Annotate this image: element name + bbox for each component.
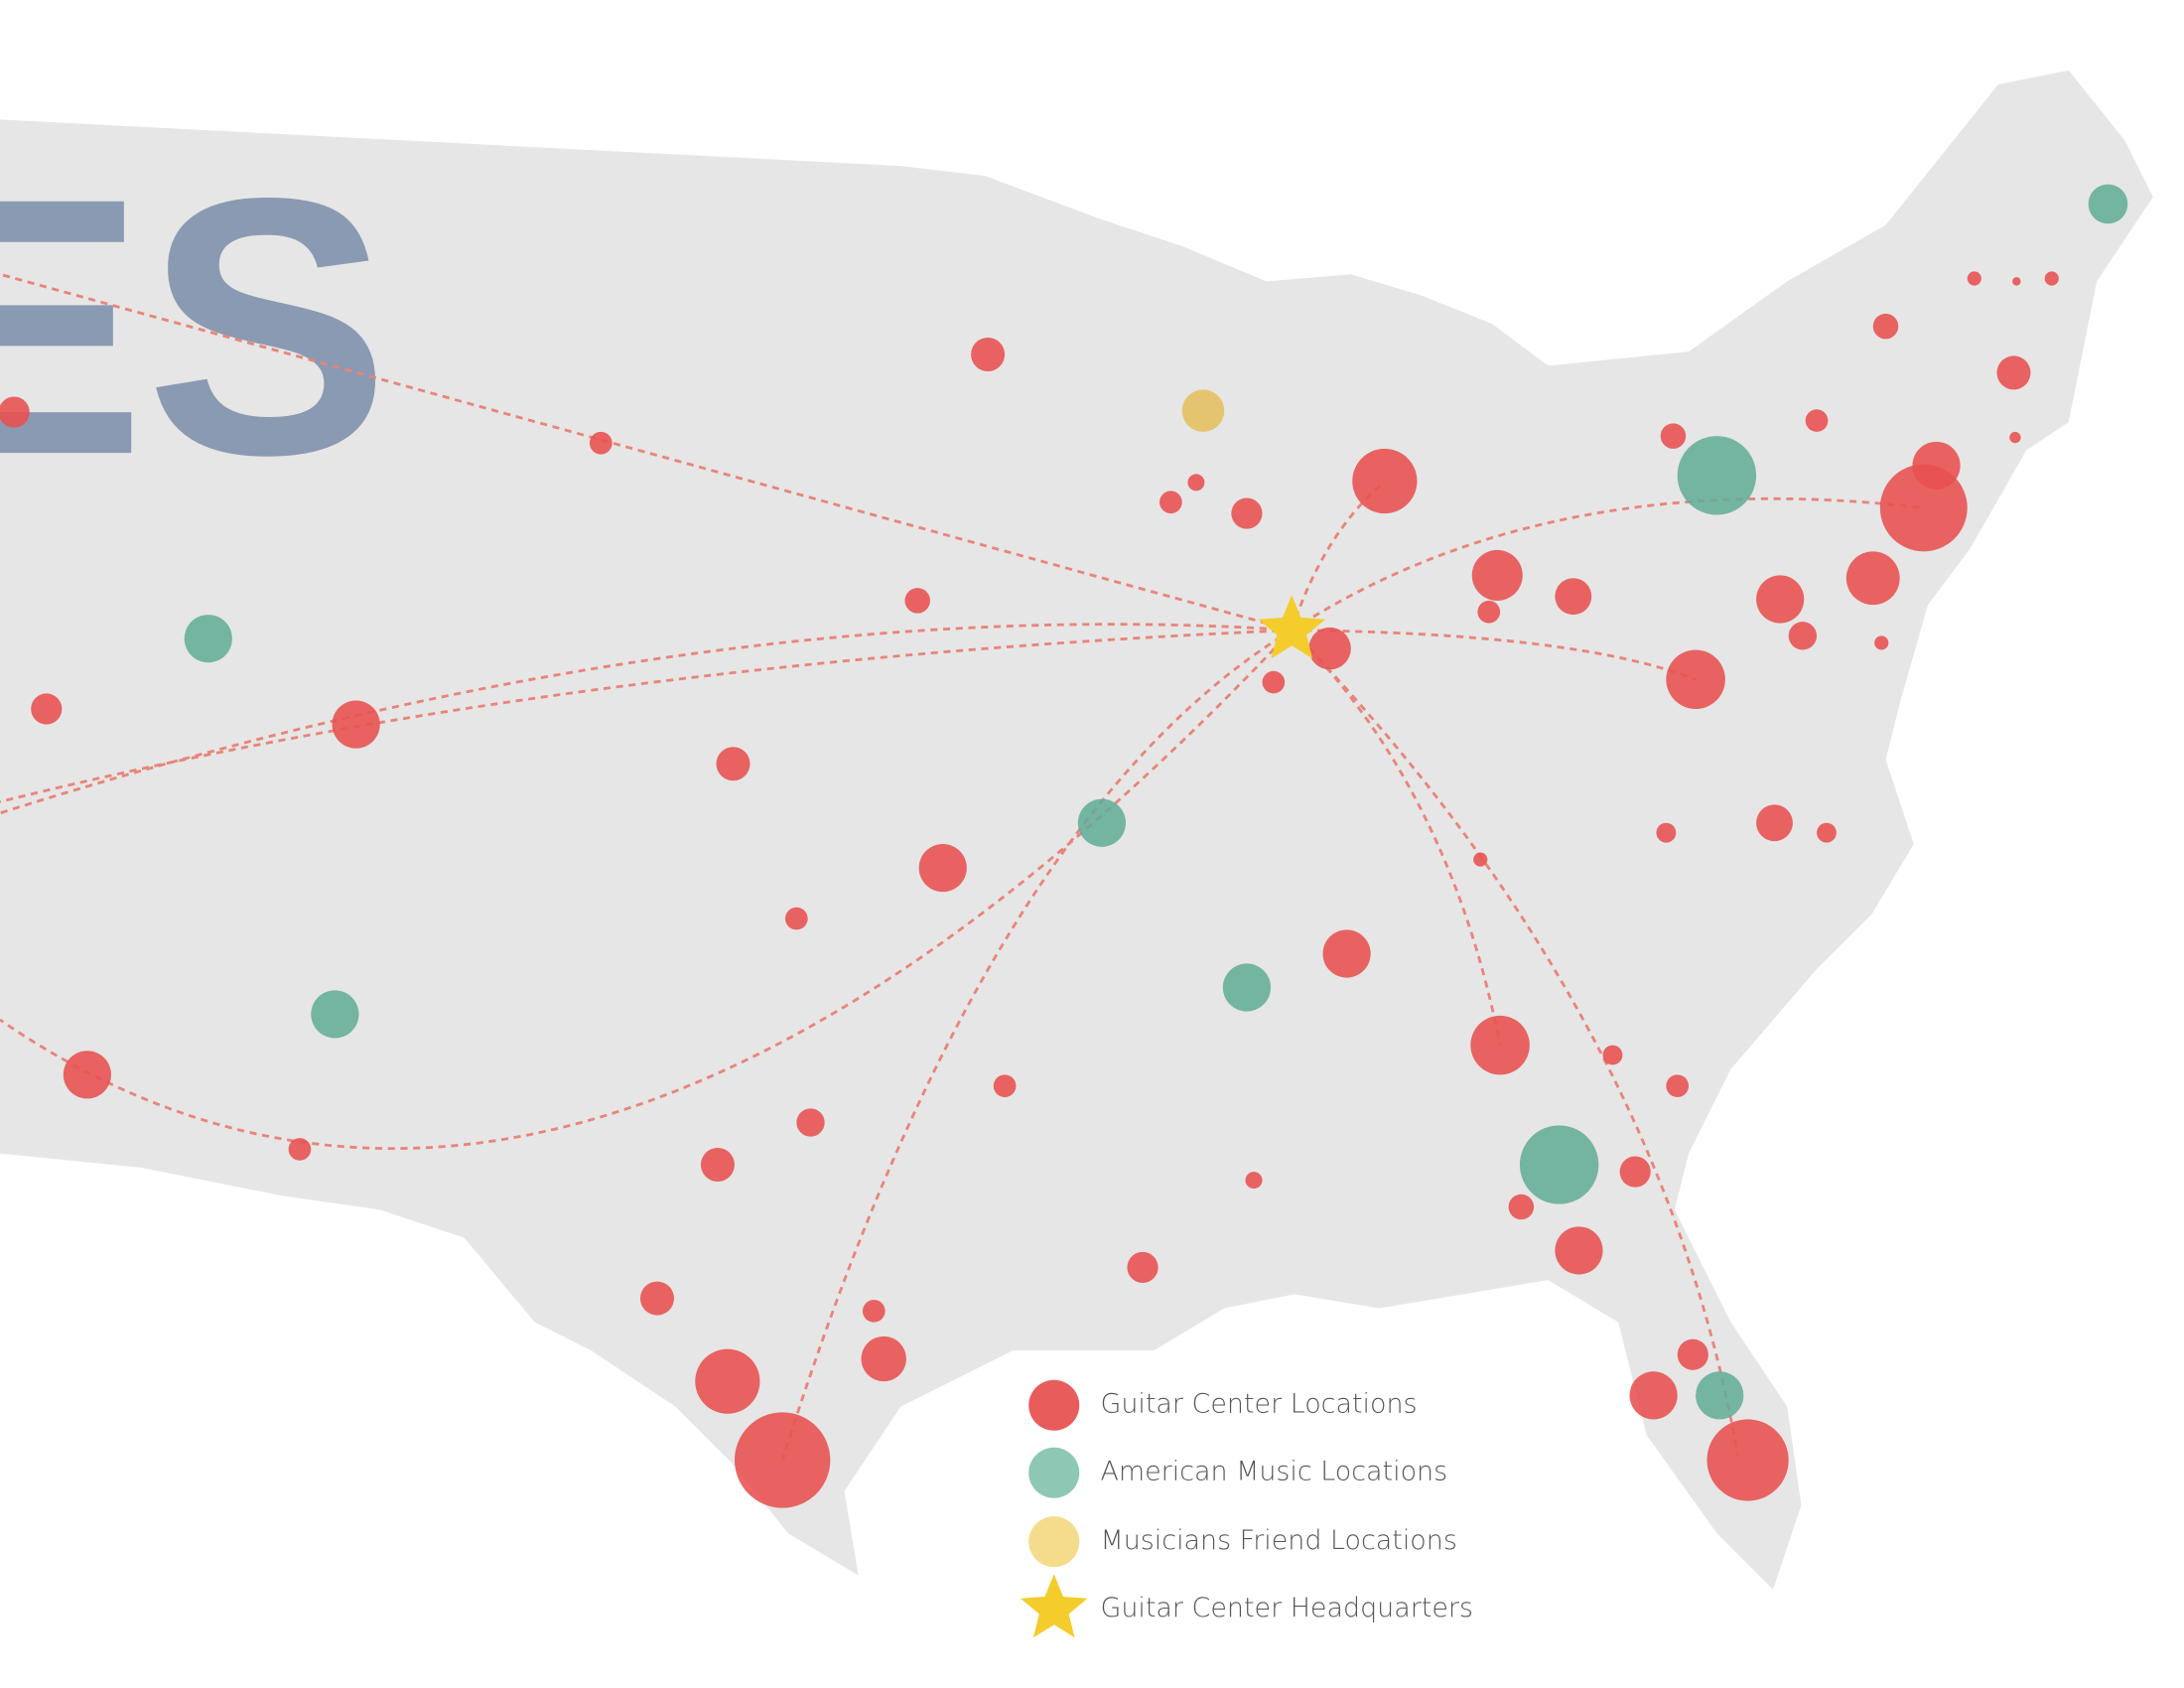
- guitar-center-dot: [1308, 627, 1351, 670]
- guitar-center-dot: [1127, 1251, 1159, 1283]
- guitar-center-dot: [784, 907, 808, 930]
- guitar-center-dot: [63, 1051, 111, 1099]
- legend-swatch: [1028, 1516, 1080, 1568]
- guitar-center-dot: [695, 1348, 760, 1414]
- locations: [0, 184, 2128, 1508]
- guitar-center-dot: [1756, 804, 1793, 842]
- american-music-dot: [1677, 436, 1757, 515]
- guitar-center-dot: [1619, 1156, 1651, 1188]
- guitar-center-dot: [1352, 448, 1418, 514]
- legend-swatch: [1028, 1447, 1080, 1498]
- legend-star: [1020, 1574, 1088, 1638]
- guitar-center-dot: [1187, 474, 1205, 492]
- musicians-friend-dot: [1181, 389, 1225, 432]
- guitar-center-dot: [0, 396, 30, 428]
- guitar-center-dot: [288, 1138, 312, 1161]
- guitar-center-dot: [734, 1412, 831, 1508]
- american-music-dot: [1696, 1371, 1744, 1420]
- guitar-center-dot: [861, 1336, 906, 1382]
- guitar-center-dot: [716, 747, 751, 781]
- guitar-center-dot: [332, 700, 380, 749]
- guitar-center-dot: [862, 1300, 886, 1323]
- legend-label: Musicians Friend Locations: [1101, 1525, 1457, 1556]
- title-fragment: ES: [0, 122, 389, 531]
- guitar-center-dot: [1262, 670, 1286, 694]
- american-music-dot: [2088, 184, 2128, 224]
- american-music-dot: [311, 990, 359, 1039]
- route: [0, 629, 1294, 1150]
- guitar-center-dot: [1473, 852, 1488, 867]
- guitar-center-dot: [1996, 355, 2031, 390]
- guitar-center-dot: [1666, 649, 1725, 709]
- american-music-dot: [1077, 798, 1127, 847]
- route: [1292, 629, 1697, 681]
- route: [0, 272, 1293, 633]
- guitar-center-dot: [1756, 575, 1805, 624]
- guitar-center-dot: [31, 693, 63, 725]
- guitar-center-dot: [1160, 491, 1182, 514]
- legend-swatch: [1028, 1379, 1080, 1431]
- us-map: [0, 70, 2153, 1590]
- guitar-center-dot: [1872, 313, 1899, 340]
- guitar-center-dot: [1874, 635, 1889, 650]
- guitar-center-dot: [1805, 409, 1829, 432]
- american-music-dot: [1222, 963, 1272, 1012]
- guitar-center-dot: [796, 1108, 825, 1137]
- guitar-center-dot: [639, 1281, 674, 1316]
- guitar-center-dot: [1477, 600, 1501, 624]
- guitar-center-dot: [1245, 1172, 1263, 1190]
- guitar-center-dot: [1845, 551, 1900, 606]
- guitar-center-dot: [1471, 549, 1523, 601]
- guitar-center-dot: [1912, 441, 1961, 490]
- guitar-center-dot: [1470, 1015, 1530, 1075]
- guitar-center-dot: [1231, 497, 1263, 529]
- guitar-center-dot: [700, 1148, 735, 1182]
- american-music-dot: [184, 615, 232, 663]
- guitar-center-dot: [1322, 929, 1371, 978]
- american-music-dot: [1519, 1125, 1599, 1204]
- guitar-center-dot: [1656, 822, 1677, 843]
- guitar-center-dot: [993, 1074, 1017, 1097]
- guitar-center-dot: [1602, 1045, 1623, 1065]
- legend: Guitar Center Locations American Music L…: [1020, 1379, 1473, 1638]
- guitar-center-dot: [589, 431, 613, 455]
- guitar-center-dot: [904, 588, 930, 614]
- legend-label: Guitar Center Headquarters: [1101, 1593, 1473, 1623]
- legend-label: Guitar Center Locations: [1101, 1389, 1418, 1420]
- guitar-center-dot: [1660, 423, 1687, 449]
- guitar-center-dot: [1788, 622, 1818, 650]
- route: [0, 623, 1293, 815]
- route: [1291, 496, 1924, 632]
- guitar-center-dot: [1629, 1371, 1678, 1420]
- route: [0, 629, 1293, 803]
- guitar-center-dot: [1666, 1074, 1690, 1097]
- guitar-center-dot: [2012, 277, 2021, 286]
- headquarters-star: [1258, 595, 1326, 659]
- guitar-center-dot: [1508, 1194, 1535, 1220]
- guitar-center-dot: [2009, 431, 2021, 444]
- guitar-center-dot: [1555, 578, 1592, 616]
- guitar-center-dot: [1706, 1419, 1789, 1501]
- legend-label: American Music Locations: [1101, 1457, 1448, 1487]
- guitar-center-dot: [2044, 271, 2059, 286]
- guitar-center-dot: [1677, 1338, 1708, 1370]
- guitar-center-dot: [1817, 822, 1837, 843]
- route: [1291, 629, 1740, 1457]
- guitar-center-dot: [1967, 271, 1981, 286]
- guitar-center-dot: [1555, 1226, 1603, 1275]
- guitar-center-dot: [971, 338, 1006, 371]
- guitar-center-dot: [918, 844, 967, 893]
